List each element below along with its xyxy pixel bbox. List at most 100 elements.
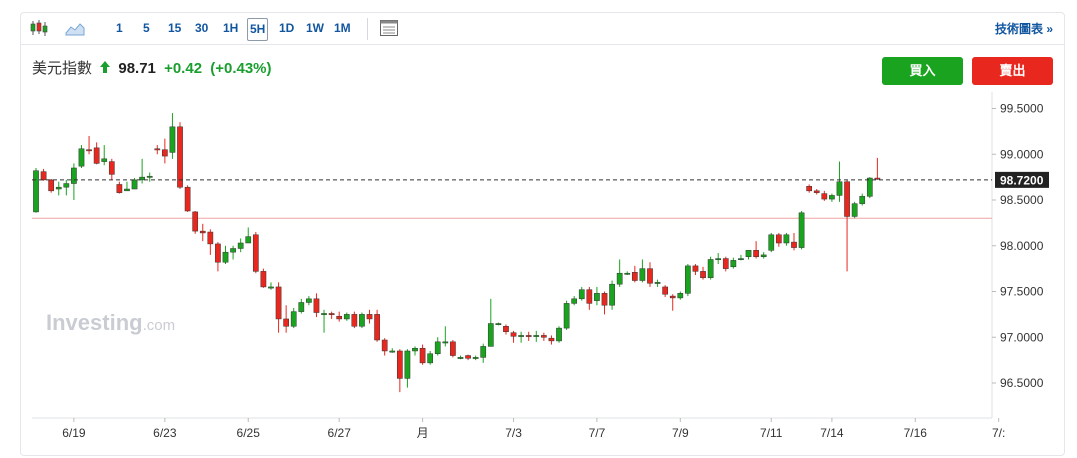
candle-body bbox=[230, 248, 236, 253]
candle bbox=[829, 193, 835, 202]
interval-30[interactable]: 30 bbox=[195, 21, 209, 35]
candle bbox=[783, 232, 790, 246]
candle bbox=[624, 271, 631, 276]
chart-settings-icon[interactable] bbox=[378, 17, 400, 39]
buy-button[interactable]: 買入 bbox=[882, 57, 963, 85]
up-arrow-icon bbox=[100, 60, 111, 77]
candle bbox=[745, 250, 752, 260]
chart-toolbar: 1 5 15 30 1H 5H 1D 1W 1M 技術圖表 » bbox=[20, 12, 1065, 45]
candle-body bbox=[738, 258, 744, 261]
candle bbox=[427, 350, 434, 365]
candle bbox=[738, 254, 744, 261]
candle bbox=[63, 179, 70, 196]
candle bbox=[715, 253, 722, 265]
candle-body bbox=[571, 298, 578, 304]
candle-body bbox=[419, 347, 426, 364]
candle-body bbox=[55, 186, 62, 190]
chart-frame bbox=[20, 12, 1065, 456]
candle bbox=[116, 181, 123, 194]
x-tick-label: 6/25 bbox=[237, 426, 261, 440]
candle-body bbox=[556, 327, 562, 342]
candle-body bbox=[700, 271, 706, 279]
candle-body bbox=[874, 177, 881, 180]
candle-body bbox=[533, 335, 540, 337]
candle-body bbox=[381, 339, 388, 352]
candle bbox=[647, 262, 653, 287]
candle-body bbox=[745, 250, 752, 257]
interval-1w[interactable]: 1W bbox=[306, 21, 324, 35]
interval-1d[interactable]: 1D bbox=[279, 21, 295, 35]
candle bbox=[71, 163, 77, 200]
technical-chart-link[interactable]: 技術圖表 » bbox=[994, 22, 1053, 36]
candle bbox=[351, 311, 358, 329]
candle-body bbox=[177, 126, 183, 188]
candle bbox=[692, 264, 699, 276]
candle-body bbox=[71, 167, 77, 184]
candle-body bbox=[624, 272, 631, 275]
candle bbox=[139, 158, 145, 184]
candle-body bbox=[313, 298, 320, 313]
interval-1h[interactable]: 1H bbox=[223, 21, 239, 35]
candle bbox=[806, 184, 813, 193]
interval-1m[interactable]: 1M bbox=[334, 21, 351, 35]
y-tick-label: 98.5000 bbox=[1000, 193, 1044, 207]
candle bbox=[859, 193, 866, 206]
candle-body bbox=[321, 313, 327, 315]
candlestick-icon[interactable] bbox=[28, 17, 50, 39]
candle-body bbox=[366, 314, 373, 320]
candle-body bbox=[131, 179, 138, 190]
x-tick-label: 7/3 bbox=[505, 426, 522, 440]
candle-body bbox=[798, 212, 805, 248]
candle bbox=[844, 179, 850, 272]
candle-body bbox=[389, 350, 396, 353]
candle-body bbox=[722, 258, 729, 269]
candle bbox=[541, 332, 547, 341]
candle-body bbox=[139, 176, 145, 181]
candle bbox=[601, 291, 608, 315]
watermark-brand: Investing bbox=[46, 310, 143, 335]
candle bbox=[237, 238, 244, 253]
candle-body bbox=[86, 149, 92, 152]
interval-15[interactable]: 15 bbox=[168, 21, 182, 35]
interval-5[interactable]: 5 bbox=[143, 21, 150, 35]
current-price-line: 98.7200 bbox=[32, 171, 1049, 188]
candle bbox=[328, 311, 335, 319]
x-tick-label: 7/14 bbox=[820, 426, 844, 440]
candle bbox=[487, 298, 494, 347]
candle-body bbox=[336, 315, 343, 320]
candle-body bbox=[495, 323, 502, 325]
candle bbox=[556, 326, 562, 343]
current-price-label: 98.7200 bbox=[1000, 173, 1044, 187]
candle bbox=[510, 330, 517, 343]
candle-body bbox=[374, 314, 380, 341]
candle-body bbox=[184, 186, 191, 212]
interval-5h[interactable]: 5H bbox=[247, 18, 269, 41]
area-chart-icon[interactable] bbox=[64, 17, 86, 39]
sell-button[interactable]: 賣出 bbox=[972, 57, 1053, 85]
candle-body bbox=[525, 335, 532, 337]
candle bbox=[306, 296, 312, 306]
candle-body bbox=[169, 126, 176, 153]
candle bbox=[775, 232, 782, 247]
candle bbox=[518, 331, 524, 343]
investing-watermark: Investing.com bbox=[46, 310, 175, 335]
candle-body bbox=[518, 335, 524, 337]
candle bbox=[252, 232, 259, 274]
candle-body bbox=[480, 346, 487, 358]
candle bbox=[563, 300, 570, 330]
candle bbox=[207, 229, 214, 255]
candle bbox=[389, 348, 396, 353]
candle bbox=[707, 256, 714, 280]
candle-body bbox=[199, 230, 206, 234]
interval-1[interactable]: 1 bbox=[116, 21, 123, 35]
x-tick-label: 7/11 bbox=[760, 426, 783, 440]
candle bbox=[131, 178, 138, 190]
candle bbox=[146, 172, 153, 182]
candle-body bbox=[108, 161, 115, 175]
candle bbox=[450, 339, 456, 358]
candle bbox=[472, 355, 479, 361]
candle bbox=[874, 157, 881, 180]
candle bbox=[586, 286, 593, 310]
candle bbox=[700, 266, 706, 280]
